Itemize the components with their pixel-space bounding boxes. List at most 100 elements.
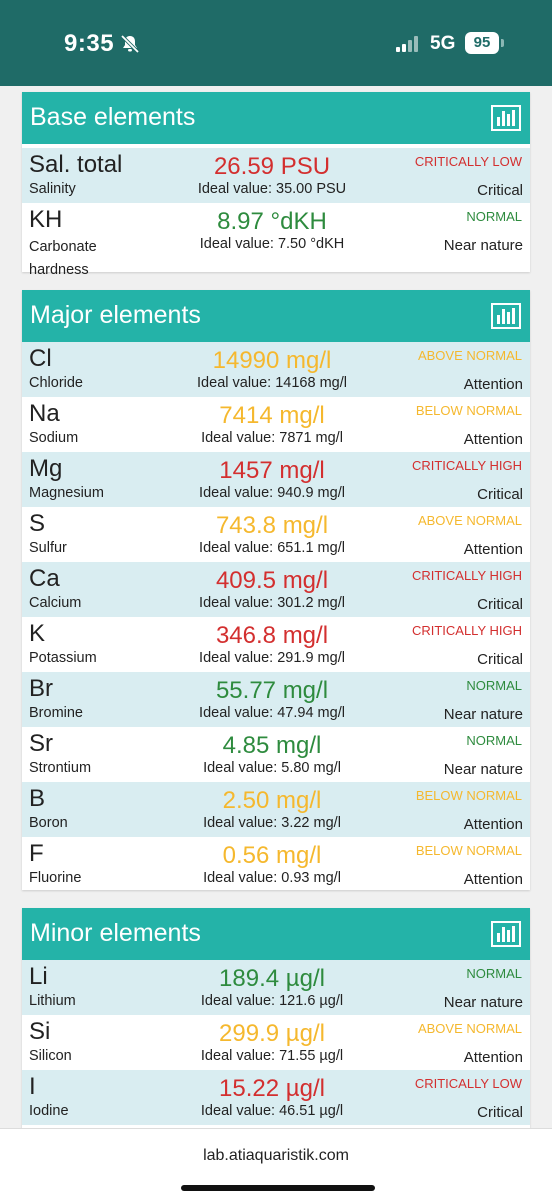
assessment-level: Attention xyxy=(463,376,523,393)
status-badge: NORMAL xyxy=(466,733,522,748)
assessment-level: Attention xyxy=(463,541,523,558)
element-symbol: S xyxy=(29,510,46,537)
panel-header: Base elements xyxy=(22,92,530,144)
element-name: Potassium xyxy=(29,650,97,666)
table-row: I Iodine 15.22 µg/l Ideal value: 46.51 µg/l… xyxy=(22,1070,530,1125)
ideal-value: Ideal value: 940.9 mg/l xyxy=(199,485,345,501)
measured-value: 2.50 mg/l xyxy=(222,787,322,814)
element-symbol: Na xyxy=(29,400,60,427)
ideal-value: Ideal value: 5.80 mg/l xyxy=(203,760,341,776)
status-badge: ABOVE NORMAL xyxy=(417,513,522,528)
signal-icon xyxy=(396,36,422,52)
ideal-value: Ideal value: 14168 mg/l xyxy=(197,375,347,391)
table-row: B Boron 2.50 mg/l Ideal value: 3.22 mg/l BEL… xyxy=(22,782,530,837)
assessment-level: Near nature xyxy=(443,761,523,778)
table-row: Sal. total Salinity 26.59 PSU Ideal value: … xyxy=(22,148,530,203)
element-symbol: Br xyxy=(29,675,53,702)
ideal-value: Ideal value: 7871 mg/l xyxy=(201,430,343,446)
element-symbol: K xyxy=(29,620,46,647)
measured-value: 55.77 mg/l xyxy=(215,677,329,704)
status-badge: CRITICALLY HIGH xyxy=(411,623,522,638)
battery-tip xyxy=(501,39,504,47)
element-name: Salinity xyxy=(29,181,76,197)
element-name: Lithium xyxy=(29,993,76,1009)
assessment-level: Near nature xyxy=(443,706,523,723)
assessment-level: Attention xyxy=(463,1049,523,1066)
ideal-value: Ideal value: 3.22 mg/l xyxy=(203,815,341,831)
table-row: Sr Strontium 4.85 mg/l Ideal value: 5.80 mg… xyxy=(22,727,530,782)
measured-value: 4.85 mg/l xyxy=(222,732,322,759)
panel-header: Minor elements xyxy=(22,908,530,960)
measured-value: 26.59 PSU xyxy=(213,153,331,180)
panel-title: Minor elements xyxy=(30,919,201,947)
table-row: S Sulfur 743.8 mg/l Ideal value: 651.1 mg/l… xyxy=(22,507,530,562)
table-row: Na Sodium 7414 mg/l Ideal value: 7871 mg/l B… xyxy=(22,397,530,452)
table-row: Ca Calcium 409.5 mg/l Ideal value: 301.2 mg… xyxy=(22,562,530,617)
element-symbol: B xyxy=(29,785,46,812)
element-symbol: Li xyxy=(29,963,48,990)
status-badge: NORMAL xyxy=(466,966,522,981)
table-row: Br Bromine 55.77 mg/l Ideal value: 47.94 mg… xyxy=(22,672,530,727)
assessment-level: Critical xyxy=(477,486,523,503)
measured-value: 346.8 mg/l xyxy=(215,622,329,649)
element-name: Bromine xyxy=(29,705,83,721)
measured-value: 409.5 mg/l xyxy=(215,567,329,594)
element-symbol: F xyxy=(29,840,44,867)
assessment-level: Critical xyxy=(477,596,523,613)
element-name: Chloride xyxy=(29,375,83,391)
element-name: Magnesium xyxy=(29,485,104,501)
bar-chart-icon[interactable] xyxy=(491,303,521,329)
status-badge: CRITICALLY LOW xyxy=(414,154,522,169)
ideal-value: Ideal value: 46.51 µg/l xyxy=(200,1103,344,1119)
status-badge: ABOVE NORMAL xyxy=(417,1021,522,1036)
measured-value: 0.56 mg/l xyxy=(222,842,322,869)
table-row: Si Silicon 299.9 µg/l Ideal value: 71.55 µg… xyxy=(22,1015,530,1070)
status-badge: NORMAL xyxy=(466,678,522,693)
status-badge: BELOW NORMAL xyxy=(415,788,522,803)
panel-minor-elements: Minor elements Li Lithium 189.4 µg/l Ideal … xyxy=(22,908,530,1138)
status-time: 9:35 xyxy=(64,30,115,57)
measured-value: 7414 mg/l xyxy=(219,402,325,429)
element-symbol: Sal. total xyxy=(29,151,123,178)
bar-chart-icon[interactable] xyxy=(491,105,521,131)
network-type: 5G xyxy=(430,33,456,54)
measured-value: 15.22 µg/l xyxy=(219,1075,325,1102)
status-badge: ABOVE NORMAL xyxy=(417,348,522,363)
panel-base-elements: Base elements Sal. total Salinity 26.59 PS… xyxy=(22,92,530,278)
element-symbol: Sr xyxy=(29,730,53,757)
element-name: Silicon xyxy=(29,1048,72,1064)
home-indicator[interactable] xyxy=(181,1185,375,1191)
table-row: Li Lithium 189.4 µg/l Ideal value: 121.6 µg… xyxy=(22,960,530,1015)
bell-slash-icon xyxy=(120,34,140,54)
measured-value: 14990 mg/l xyxy=(212,347,332,374)
element-name: Boron xyxy=(29,815,68,831)
status-bar: 9:35 5G 95 xyxy=(0,0,552,86)
element-name: Sodium xyxy=(29,430,79,446)
panel-header: Major elements xyxy=(22,290,530,342)
url-label[interactable]: lab.atiaquaristik.com xyxy=(203,1147,349,1164)
status-badge: CRITICALLY HIGH xyxy=(411,568,522,583)
element-name: Strontium xyxy=(29,760,92,776)
ideal-value: Ideal value: 291.9 mg/l xyxy=(199,650,345,666)
element-symbol: I xyxy=(29,1073,36,1100)
ideal-value: Ideal value: 121.6 µg/l xyxy=(200,993,344,1009)
ideal-value: Ideal value: 35.00 PSU xyxy=(197,181,347,197)
table-row: Mg Magnesium 1457 mg/l Ideal value: 940.9 m… xyxy=(22,452,530,507)
assessment-level: Near nature xyxy=(443,994,523,1011)
status-badge: CRITICALLY HIGH xyxy=(411,458,522,473)
status-badge: BELOW NORMAL xyxy=(415,403,522,418)
panel-major-elements: Major elements Cl Chloride 14990 mg/l Ideal… xyxy=(22,290,530,890)
table-row: K Potassium 346.8 mg/l Ideal value: 291.9 m… xyxy=(22,617,530,672)
assessment-level: Critical xyxy=(477,651,523,668)
table-row: F Fluorine 0.56 mg/l Ideal value: 0.93 mg/l… xyxy=(22,837,530,892)
measured-value: 743.8 mg/l xyxy=(215,512,329,539)
element-name: Carbonate hardness xyxy=(29,239,97,278)
ideal-value: Ideal value: 71.55 µg/l xyxy=(200,1048,344,1064)
status-badge: BELOW NORMAL xyxy=(415,843,522,858)
ideal-value: Ideal value: 7.50 °dKH xyxy=(199,236,345,252)
bar-chart-icon[interactable] xyxy=(491,921,521,947)
table-row: Cl Chloride 14990 mg/l Ideal value: 14168 m… xyxy=(22,342,530,397)
element-name: Iodine xyxy=(29,1103,69,1119)
element-name: Calcium xyxy=(29,595,82,611)
element-symbol: Ca xyxy=(29,565,60,592)
